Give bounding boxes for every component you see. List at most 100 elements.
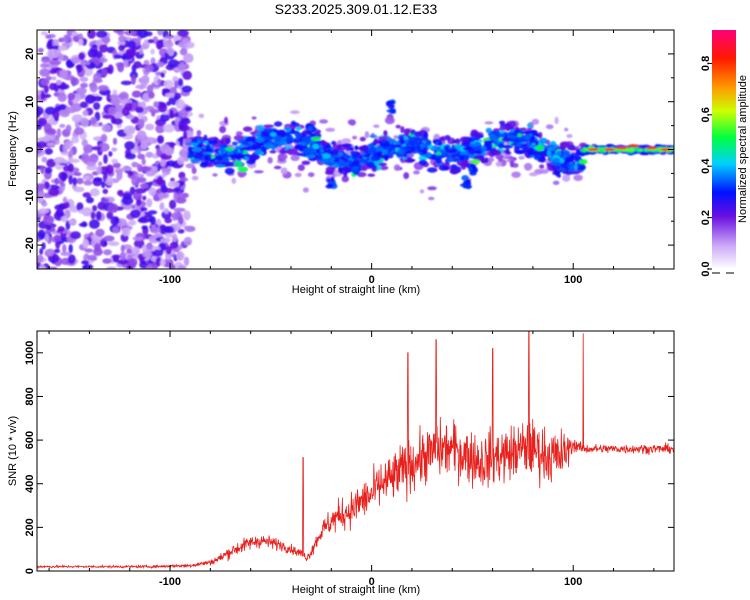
spectrogram-cell [67,163,74,173]
spectrogram-cell [418,159,427,166]
spectrogram-cell [325,127,336,132]
spectrogram-cell [84,248,94,253]
spectrogram-cell [498,142,505,149]
y-tick-label: 200 [24,518,36,536]
spectrogram-cell [225,137,231,145]
spectrogram-cell [352,135,358,140]
spectrogram-cell [212,173,218,177]
spectrogram-cell [327,183,334,188]
spectrogram-cell [45,34,52,39]
spectrogram-cell [89,219,100,229]
spectrogram-cell [72,177,77,186]
spectrogram-cell [165,245,172,255]
spectrogram-cell [146,198,153,208]
spectrogram-cell [443,162,450,167]
spectrogram-cell [219,147,226,154]
spectrogram-cell [141,225,148,230]
spectrogram-cell [499,126,507,131]
spectrogram-cell [371,166,378,172]
spectrogram-cell [150,57,156,65]
spectrogram-cell [43,84,49,94]
spectrogram-cell [165,34,174,39]
spectrogram-cell [68,175,73,185]
spectrogram-cell [121,227,131,237]
spectrogram-cell [160,185,168,194]
spectrogram-cell [131,74,136,85]
spectrogram-cell [393,164,401,172]
spectrogram-cell [82,192,92,198]
spectrogram-cell [341,176,349,183]
spectrogram-cell [351,161,360,167]
spectrogram-cell [149,227,161,234]
spectrogram-cell [264,144,276,149]
colorbar-tick-label: 0.0 [700,261,712,276]
spectrogram-cell [85,60,91,66]
spectrogram-cell [169,241,179,249]
spectrogram-cell [128,219,137,226]
colorbar-gradient [712,30,736,269]
y-tick-label: 600 [24,431,36,449]
spectrogram-cell [562,174,571,182]
spectrogram-cell [306,123,312,128]
spectrogram-cell [376,146,384,152]
spectrogram-cell [253,170,264,174]
spectrogram-cell [44,167,53,174]
spectrogram-cell [463,147,470,151]
spectrogram-cell [59,123,66,128]
spectrogram-cell [177,30,189,37]
spectrogram-cell [256,124,265,132]
spectrogram-cell [71,136,80,144]
spectrogram-cell [493,149,502,155]
spectrogram-cell [81,260,90,265]
spectrogram-cell [279,149,288,154]
spectrogram-cell [203,134,208,141]
spectrogram-cell [578,159,588,165]
spectrogram-cell [550,161,562,166]
spectrogram-cell [179,136,184,147]
y-tick-label: 0 [24,568,36,574]
spectrogram-cell [52,109,60,119]
spectrogram-cell [151,249,164,257]
spectrogram-cell [57,226,65,233]
spectrogram-cell [351,153,358,160]
spectrogram-cell [196,153,203,158]
spectrogram-cell [336,160,348,167]
spectrogram-cell [37,106,44,116]
spectrogram-cell [387,100,395,105]
spectrogram-cell [460,183,468,187]
spectrogram-cell [62,196,68,204]
spectrogram-cell [66,60,74,69]
spectrogram-cell [98,161,103,167]
spectrogram-cell [278,153,288,160]
colorbar: 0.0 0.2 0.4 0.6 0.8 Normalized spectral ampl… [700,30,749,277]
x-tick-label: 0 [369,576,375,588]
spectrogram-cell [403,153,408,158]
spectrogram-cell [110,97,122,106]
spectrogram-cell [41,201,48,207]
spectrogram-cell [426,167,438,173]
spectrogram-cell [336,144,341,151]
spectrogram-cell [358,145,369,152]
spectrogram-cell [381,142,391,147]
spectrogram-cell [133,61,142,69]
spectrogram-cell [166,101,171,106]
spectrogram-cell [37,254,44,263]
spectrogram-cell [514,149,526,155]
spectrogram-cell [43,123,52,133]
spectrogram-cell [576,165,585,171]
spectrogram-cell [90,211,96,220]
spectrogram-cell [93,102,101,110]
spectrogram-cell [505,124,511,132]
spectrogram-cell [567,167,575,172]
spectrogram-cell [523,130,529,134]
spectrogram-cell [564,165,569,172]
spectrogram-cell [44,148,53,155]
spectrogram-cell [505,150,511,154]
spectrogram-cell [183,210,191,221]
spectrogram-cell [556,150,562,157]
spectrogram-cell [68,149,74,157]
spectrogram-cell [153,101,159,108]
spectrogram-cell [378,165,389,171]
spectrogram-cell [444,135,451,141]
